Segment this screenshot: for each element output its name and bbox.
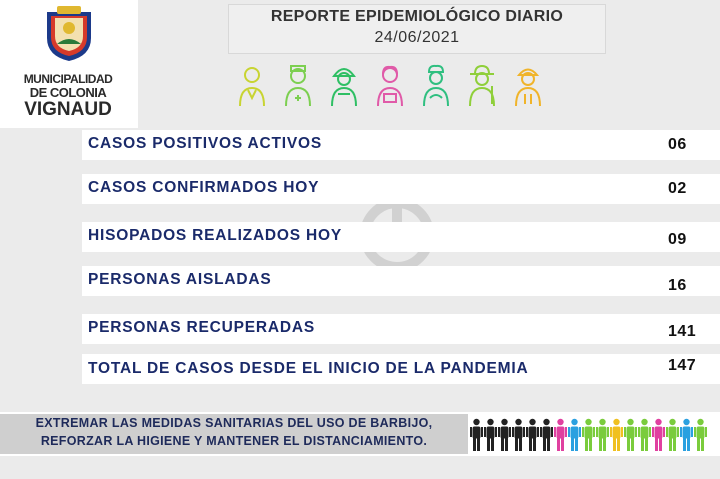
logo-line-3: VIGNAUD <box>24 99 112 120</box>
stat-label: PERSONAS AISLADAS <box>88 271 272 288</box>
person-icon <box>694 418 707 451</box>
person-icon <box>498 418 511 451</box>
person-icon <box>582 418 595 451</box>
firefighter-icon <box>331 68 357 107</box>
stat-row-swabs-today: HISOPADOS REALIZADOS HOY 09 <box>82 222 720 252</box>
coat-of-arms-icon <box>47 6 91 61</box>
prevention-line-1: EXTREMAR LAS MEDIDAS SANITARIAS DEL USO … <box>35 416 433 430</box>
person-icon <box>638 418 651 451</box>
person-icon <box>610 418 623 451</box>
stat-label: CASOS POSITIVOS ACTIVOS <box>88 135 322 152</box>
person-icon <box>484 418 497 451</box>
doctor-icon <box>239 67 265 107</box>
people-distancing-icons <box>470 418 707 452</box>
stat-value: 02 <box>668 180 687 197</box>
prevention-message: EXTREMAR LAS MEDIDAS SANITARIAS DEL USO … <box>0 414 468 454</box>
cook-icon <box>423 64 449 107</box>
stat-value: 09 <box>668 231 687 248</box>
person-icon <box>624 418 637 451</box>
person-icon <box>540 418 553 451</box>
stat-label: TOTAL DE CASOS DESDE EL INICIO DE LA PAN… <box>88 360 529 377</box>
person-icon <box>470 418 483 451</box>
municipality-logo: MUNICIPALIDAD DE COLONIA VIGNAUD <box>0 0 138 128</box>
stat-value: 06 <box>668 136 687 153</box>
person-icon <box>666 418 679 451</box>
essential-workers-icons <box>236 64 544 112</box>
stat-row-isolated: PERSONAS AISLADAS 16 <box>82 266 720 296</box>
farmer-icon <box>469 64 495 107</box>
logo-line-1: MUNICIPALIDAD <box>23 72 113 86</box>
stat-label: PERSONAS RECUPERADAS <box>88 319 316 336</box>
stat-row-confirmed-today: CASOS CONFIRMADOS HOY 02 <box>82 174 720 204</box>
stat-row-active-cases: CASOS POSITIVOS ACTIVOS 06 <box>82 130 720 160</box>
municipality-name: MUNICIPALIDAD DE COLONIA VIGNAUD <box>4 72 132 120</box>
footer-banner: EXTREMAR LAS MEDIDAS SANITARIAS DEL USO … <box>0 412 720 456</box>
person-icon <box>652 418 665 451</box>
stat-value: 141 <box>668 323 697 340</box>
person-icon <box>596 418 609 451</box>
worker-icon <box>515 68 541 107</box>
person-icon <box>526 418 539 451</box>
stat-row-recovered: PERSONAS RECUPERADAS 141 <box>82 314 720 344</box>
person-icon <box>568 418 581 451</box>
stat-label: CASOS CONFIRMADOS HOY <box>88 179 320 196</box>
stat-value: 147 <box>668 357 697 374</box>
stat-row-total-cases: TOTAL DE CASOS DESDE EL INICIO DE LA PAN… <box>82 354 720 384</box>
logo-line-2: DE COLONIA <box>29 85 107 100</box>
report-title-box: REPORTE EPIDEMIOLÓGICO DIARIO 24/06/2021 <box>228 4 606 54</box>
stat-value: 16 <box>668 277 687 294</box>
prevention-line-2: REFORZAR LA HIGIENE Y MANTENER EL DISTAN… <box>40 434 428 448</box>
person-icon <box>512 418 525 451</box>
cashier-icon <box>377 65 403 107</box>
person-icon <box>554 418 567 451</box>
report-date: 24/06/2021 <box>374 29 460 46</box>
person-icon <box>680 418 693 451</box>
nurse-icon <box>285 65 311 107</box>
report-title: REPORTE EPIDEMIOLÓGICO DIARIO <box>270 8 564 25</box>
stat-label: HISOPADOS REALIZADOS HOY <box>88 227 343 244</box>
